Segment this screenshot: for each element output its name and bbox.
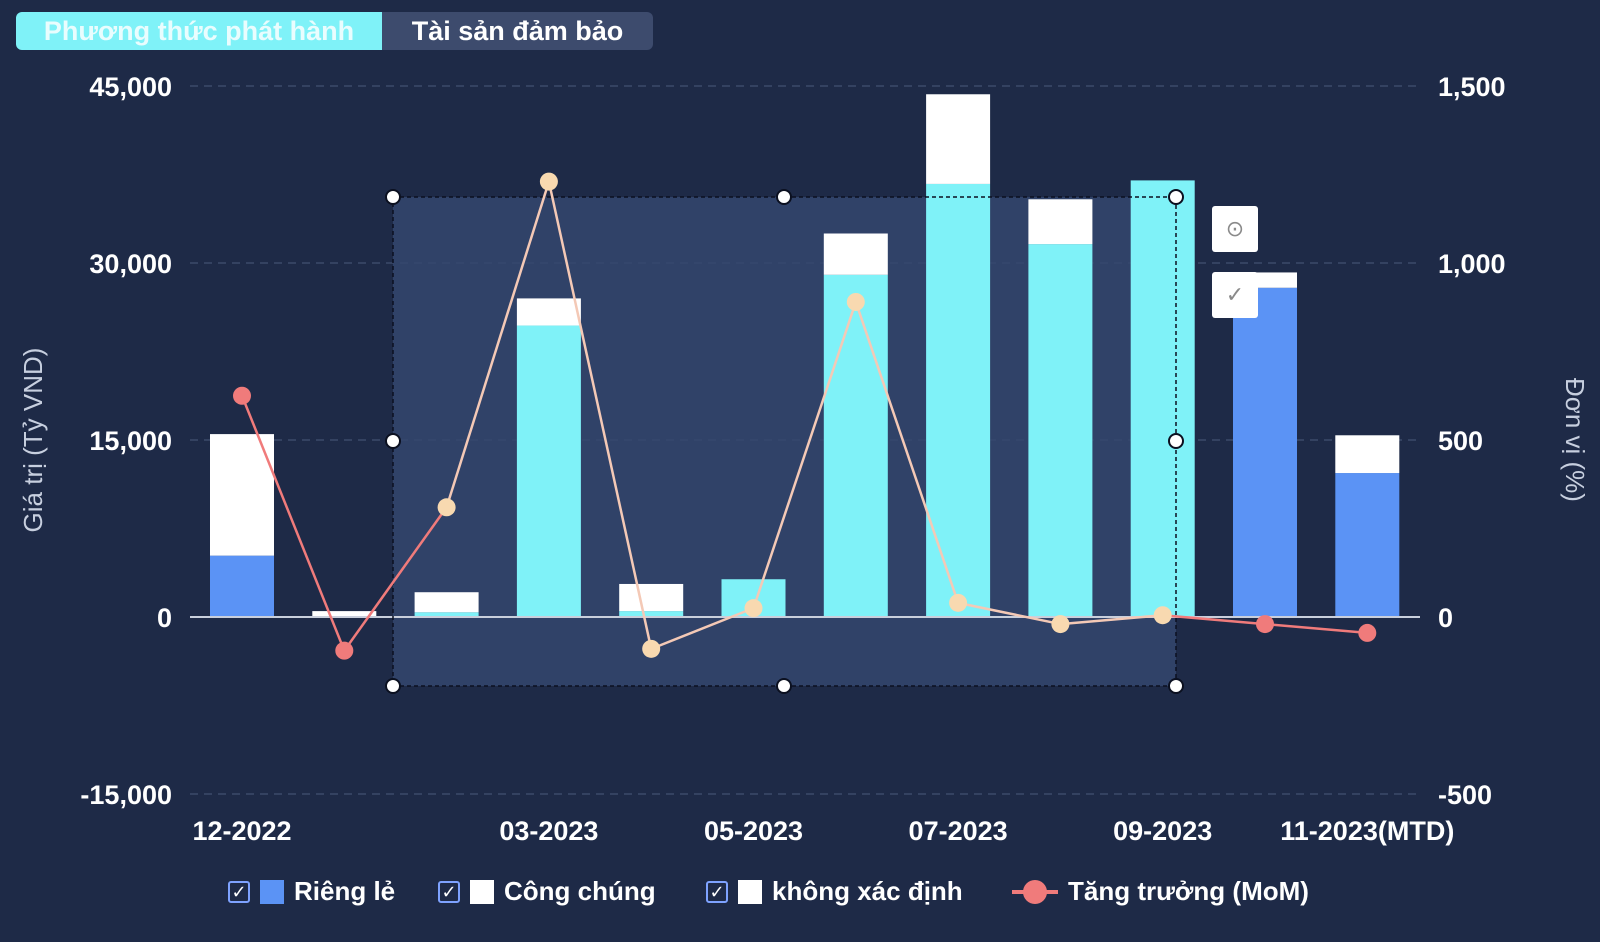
x-tick-label: 12-2022 xyxy=(192,816,291,846)
bar-công-chúng xyxy=(516,298,581,326)
legend-label: Tăng trưởng (MoM) xyxy=(1068,876,1309,906)
right-tick-label: -500 xyxy=(1438,780,1492,810)
x-tick-label: 09-2023 xyxy=(1113,816,1212,846)
bar-riêng-lẻ xyxy=(1130,180,1195,617)
line-segment xyxy=(650,606,754,651)
bar-riêng-lẻ xyxy=(414,612,479,617)
resize-handle xyxy=(1168,433,1184,449)
tab-tai-san-dam-bao[interactable]: Tài sản đảm bảo xyxy=(382,12,653,50)
chart: 45,000 30,000 15,000 0 -15,000 1,500 1,000 500 0… xyxy=(18,72,1590,846)
chart-legend: ✓ Riêng lẻ ✓ Công chúng ✓ không xác định… xyxy=(0,876,1600,916)
legend-swatch xyxy=(260,879,284,904)
legend-line-swatch xyxy=(1012,879,1058,904)
bar-riêng-lẻ xyxy=(516,325,581,617)
bar-riêng-lẻ xyxy=(1233,287,1297,617)
line-point xyxy=(233,386,251,405)
line-point xyxy=(744,599,763,618)
legend-item-khong-xac-dinh[interactable]: ✓ không xác định xyxy=(706,876,963,907)
checkbox-icon[interactable]: ✓ xyxy=(438,880,460,903)
bar-công-chúng xyxy=(210,434,274,556)
line-point xyxy=(335,641,354,660)
x-tick-label: 05-2023 xyxy=(704,816,803,846)
line-point xyxy=(539,172,558,191)
legend-label: Công chúng xyxy=(504,876,656,906)
left-tick-label: -15,000 xyxy=(80,780,172,810)
bar-riêng-lẻ xyxy=(619,611,684,617)
line-point xyxy=(642,639,661,658)
resize-handle xyxy=(776,678,792,694)
resize-handle xyxy=(1168,678,1184,694)
resize-handle xyxy=(776,189,792,205)
line-segment xyxy=(445,181,551,508)
left-tick-label: 30,000 xyxy=(89,249,172,279)
line-segment xyxy=(854,301,960,604)
x-tick-label: 03-2023 xyxy=(499,816,598,846)
line-point xyxy=(1256,615,1274,634)
bar-riêng-lẻ xyxy=(1028,244,1093,617)
legend-item-rieng-le[interactable]: ✓ Riêng lẻ xyxy=(228,876,395,907)
bar-riêng-lẻ xyxy=(926,183,991,617)
line-segment xyxy=(957,601,1061,626)
resize-handle xyxy=(385,678,401,694)
line-segment xyxy=(240,395,346,652)
line-segment xyxy=(752,301,857,609)
resize-handle xyxy=(1168,189,1184,205)
legend-item-tang-truong[interactable]: Tăng trưởng (MoM) xyxy=(1012,876,1309,907)
left-tick-label: 0 xyxy=(157,603,172,633)
target-icon[interactable]: ⊙ xyxy=(1212,206,1258,252)
bar-công-chúng xyxy=(926,94,991,184)
bar-riêng-lẻ xyxy=(210,555,274,617)
checkbox-icon[interactable]: ✓ xyxy=(706,880,728,903)
right-tick-label: 500 xyxy=(1438,426,1483,456)
bar-riêng-lẻ xyxy=(1335,473,1400,617)
line-segment xyxy=(1060,613,1163,626)
line-segment xyxy=(547,181,653,650)
right-tick-label: 0 xyxy=(1438,603,1453,633)
bar-riêng-lẻ xyxy=(823,274,888,617)
right-tick-label: 1,000 xyxy=(1438,249,1506,279)
legend-swatch xyxy=(738,879,762,904)
bar-công-chúng xyxy=(619,583,684,612)
bar-công-chúng xyxy=(823,233,888,275)
legend-label: không xác định xyxy=(772,876,963,906)
line-segment xyxy=(1162,613,1266,626)
legend-label: Riêng lẻ xyxy=(294,876,396,906)
right-axis-title: Đơn vị (%) xyxy=(1560,378,1590,502)
bar-công-chúng xyxy=(1028,199,1093,245)
line-point xyxy=(1153,606,1172,625)
left-tick-label: 45,000 xyxy=(89,72,172,102)
tab-bar: Phương thức phát hành Tài sản đảm bảo xyxy=(16,12,653,50)
check-circle-icon[interactable]: ✓ xyxy=(1212,272,1258,318)
legend-swatch xyxy=(470,879,494,904)
line-segment xyxy=(1264,622,1368,635)
resize-handle xyxy=(385,433,401,449)
left-tick-label: 15,000 xyxy=(89,426,172,456)
line-point xyxy=(1051,615,1070,634)
left-axis-title: Giá trị (Tỷ VND) xyxy=(18,348,48,533)
line-point xyxy=(846,292,865,311)
right-tick-label: 1,500 xyxy=(1438,72,1506,102)
x-tick-label: 11-2023(MTD) xyxy=(1280,816,1454,846)
x-tick-label: 07-2023 xyxy=(909,816,1008,846)
line-segment xyxy=(343,506,448,652)
line-point xyxy=(437,498,456,517)
resize-handle xyxy=(385,189,401,205)
bar-công-chúng xyxy=(1335,435,1400,474)
bar-công-chúng xyxy=(312,611,377,617)
bar-công-chúng xyxy=(414,592,479,613)
line-point xyxy=(949,593,968,612)
legend-item-cong-chung[interactable]: ✓ Công chúng xyxy=(438,876,656,907)
checkbox-icon[interactable]: ✓ xyxy=(228,880,250,903)
line-point xyxy=(1358,623,1377,642)
tab-phuong-thuc-phat-hanh[interactable]: Phương thức phát hành xyxy=(16,12,382,50)
